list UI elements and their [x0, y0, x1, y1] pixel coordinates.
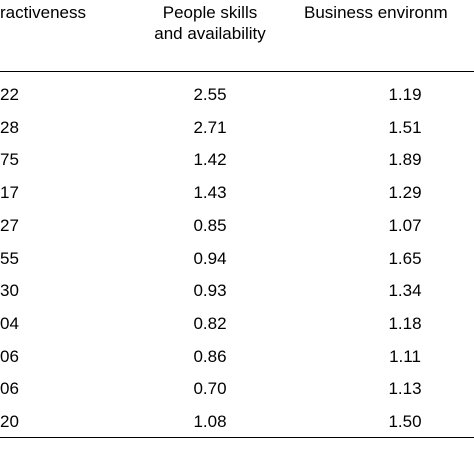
attractiveness-cell: 20: [0, 412, 19, 431]
attractiveness-cell: 06: [0, 379, 19, 399]
people-skills-cell: 0.93: [193, 281, 227, 301]
business-environment-cell: 1.11: [389, 346, 421, 366]
bottom-rule: [0, 437, 474, 438]
table-row: 55 0.94 1.65: [0, 242, 474, 275]
table-row: 04 0.82 1.18: [0, 307, 474, 340]
business-environment-cell: 1.13: [388, 379, 422, 399]
people-skills-cell: 0.85: [193, 215, 227, 235]
attractiveness-cell: 55: [0, 248, 19, 268]
table-row: 30 0.93 1.34: [0, 274, 474, 307]
people-skills-cell: 1.08: [193, 412, 227, 431]
table-row: 06 0.70 1.13: [0, 372, 474, 405]
attractiveness-cell: 30: [0, 281, 19, 301]
header-business-environment-label: Business environm: [304, 3, 448, 22]
table-row: 75 1.42 1.89: [0, 143, 474, 176]
people-skills-cell: 1.42: [193, 150, 227, 170]
business-environment-cell: 1.07: [388, 215, 422, 235]
business-environment-cell: 1.18: [388, 313, 422, 333]
business-environment-cell: 1.34: [388, 281, 422, 301]
attractiveness-cell: 22: [0, 85, 19, 104]
business-environment-cell: 1.51: [388, 117, 422, 137]
table-row: 20 1.08 1.50: [0, 405, 474, 438]
attractiveness-cell: 27: [0, 215, 19, 235]
people-skills-cell: 0.82: [193, 313, 227, 333]
table-row: 06 0.86 1.11: [0, 340, 474, 373]
attractiveness-cell: 06: [0, 346, 19, 366]
business-environment-cell: 1.65: [388, 248, 422, 268]
header-attractiveness: ractiveness: [0, 2, 86, 23]
header-rule: [0, 71, 474, 72]
header-people-skills-line2: and availability: [154, 24, 266, 43]
people-skills-cell: 1.43: [193, 183, 227, 203]
table-row: 17 1.43 1.29: [0, 176, 474, 209]
attractiveness-cell: 75: [0, 150, 19, 170]
attractiveness-cell: 28: [0, 117, 19, 137]
people-skills-cell: 0.70: [193, 379, 227, 399]
business-environment-cell: 1.29: [388, 183, 422, 203]
business-environment-cell: 1.50: [388, 412, 422, 431]
table-row: 28 2.71 1.51: [0, 111, 474, 144]
header-people-skills-line1: People skills: [162, 3, 258, 22]
business-environment-cell: 1.19: [388, 85, 422, 104]
attractiveness-cell: 04: [0, 313, 19, 333]
header-business-environment: Business environm: [304, 2, 448, 23]
people-skills-cell: 0.94: [193, 248, 227, 268]
people-skills-cell: 2.71: [193, 117, 227, 137]
people-skills-cell: 2.55: [193, 85, 227, 104]
business-environment-cell: 1.89: [388, 150, 422, 170]
table-row: 27 0.85 1.07: [0, 209, 474, 242]
people-skills-cell: 0.86: [193, 346, 227, 366]
header-attractiveness-label: ractiveness: [0, 3, 86, 22]
table-row: 22 2.55 1.19: [0, 78, 474, 111]
attractiveness-cell: 17: [0, 183, 19, 203]
header-people-skills: People skills and availability: [125, 2, 295, 44]
